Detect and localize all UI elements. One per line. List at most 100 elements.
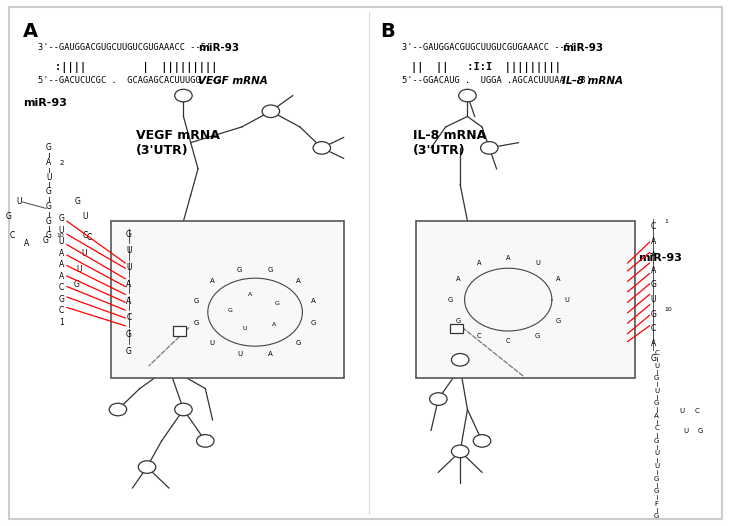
Text: G: G — [237, 267, 242, 273]
Text: 1: 1 — [58, 318, 64, 327]
Text: G: G — [654, 488, 659, 494]
Text: C: C — [10, 231, 15, 240]
Circle shape — [459, 89, 476, 102]
Text: G: G — [275, 300, 280, 306]
Text: A: A — [651, 237, 656, 246]
Text: B: B — [380, 22, 395, 42]
Text: 5'--GACUCUCGC .  GCAGAGCACUUUGG --3': 5'--GACUCUCGC . GCAGAGCACUUUGG --3' — [38, 76, 227, 85]
Text: U: U — [46, 173, 51, 181]
Text: F: F — [655, 501, 659, 507]
Text: G: G — [194, 320, 200, 327]
Text: U: U — [535, 260, 539, 266]
Bar — [417, 221, 635, 378]
Text: U: U — [81, 249, 86, 258]
Text: U: U — [243, 327, 247, 331]
Text: A: A — [651, 266, 656, 275]
Text: C: C — [58, 283, 64, 292]
Text: U: U — [126, 247, 132, 256]
Text: A: A — [556, 276, 561, 282]
Text: VEGF mRNA
(3'UTR): VEGF mRNA (3'UTR) — [136, 129, 220, 157]
Text: G: G — [650, 353, 656, 363]
Text: C: C — [58, 306, 64, 315]
Text: U: U — [651, 295, 656, 304]
Text: G: G — [46, 144, 52, 153]
Text: IL-8 mRNA: IL-8 mRNA — [562, 76, 623, 86]
Text: U: U — [654, 388, 659, 393]
Text: G: G — [650, 310, 656, 319]
Text: U: U — [83, 213, 88, 221]
Text: G: G — [535, 333, 540, 339]
Text: U: U — [654, 450, 659, 457]
Text: G: G — [311, 320, 317, 327]
Text: U: U — [654, 362, 659, 369]
Text: G: G — [46, 187, 52, 196]
Text: A: A — [455, 276, 460, 282]
Text: G: G — [650, 280, 656, 289]
Text: A: A — [651, 339, 656, 348]
Text: U: U — [126, 263, 132, 272]
Text: U: U — [17, 197, 23, 206]
Text: A: A — [126, 297, 132, 306]
Circle shape — [452, 353, 469, 366]
Text: U: U — [564, 297, 569, 302]
Text: G: G — [126, 230, 132, 239]
Text: A: A — [248, 292, 252, 297]
Text: A: A — [23, 22, 38, 42]
Text: A: A — [210, 278, 215, 285]
Text: C: C — [651, 222, 656, 231]
Text: G: G — [654, 513, 659, 519]
Text: 2: 2 — [60, 159, 64, 166]
Text: 1: 1 — [664, 219, 668, 224]
Text: C: C — [86, 234, 91, 242]
Text: G: G — [58, 214, 64, 223]
Text: G: G — [268, 267, 273, 273]
Text: C: C — [83, 231, 88, 240]
Text: A: A — [46, 158, 51, 167]
Text: G: G — [73, 280, 80, 289]
Circle shape — [313, 141, 330, 154]
Text: A: A — [654, 413, 659, 419]
Text: G: G — [46, 217, 52, 226]
Text: 10: 10 — [664, 307, 672, 311]
Text: G: G — [75, 197, 81, 206]
Text: 3'--GAUGGACGUGCUUGUCGUGAAACC --5': 3'--GAUGGACGUGCUUGUCGUGAAACC --5' — [38, 43, 211, 52]
Circle shape — [473, 434, 491, 447]
Text: A: A — [58, 249, 64, 258]
Text: G: G — [46, 202, 52, 211]
Circle shape — [138, 461, 156, 473]
Text: C: C — [651, 325, 656, 333]
Circle shape — [480, 141, 498, 154]
Text: C: C — [506, 339, 510, 345]
Text: 5'--GGACAUG .  UGGA .AGCACUUUAA --3': 5'--GGACAUG . UGGA .AGCACUUUAA --3' — [402, 76, 591, 85]
Text: G: G — [455, 318, 461, 323]
Text: G: G — [447, 297, 452, 302]
Circle shape — [262, 105, 279, 117]
Text: G: G — [126, 330, 132, 339]
Text: A: A — [477, 260, 481, 266]
Text: miR-93: miR-93 — [562, 43, 603, 53]
Text: A: A — [311, 298, 316, 304]
Text: VEGF mRNA: VEGF mRNA — [198, 76, 268, 86]
Text: miR-93: miR-93 — [639, 252, 683, 262]
Bar — [450, 323, 463, 333]
Text: C: C — [126, 313, 132, 322]
Text: U: U — [654, 463, 659, 469]
Text: A: A — [295, 278, 300, 285]
Circle shape — [175, 403, 192, 416]
Text: A: A — [58, 260, 64, 269]
Text: G: G — [654, 476, 659, 482]
Text: U: U — [237, 351, 242, 357]
Text: G: G — [42, 236, 48, 245]
Circle shape — [452, 445, 469, 458]
Text: U: U — [683, 429, 689, 434]
Text: A: A — [24, 239, 29, 248]
Text: G: G — [654, 375, 659, 381]
Text: C: C — [654, 426, 659, 431]
Text: ||  ||   :I:I  |||||||||: || || :I:I ||||||||| — [412, 62, 561, 73]
Text: A: A — [651, 251, 656, 260]
Text: G: G — [698, 429, 703, 434]
Text: G: G — [6, 213, 12, 221]
Text: G: G — [46, 231, 52, 240]
Text: U: U — [77, 265, 82, 274]
Text: U: U — [680, 408, 685, 413]
